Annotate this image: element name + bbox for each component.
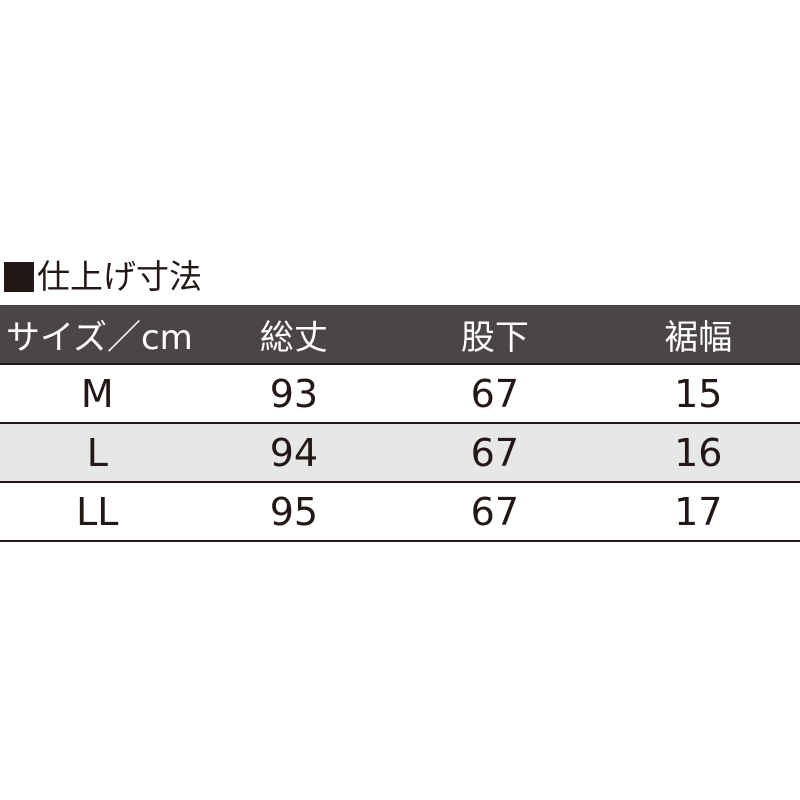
section-title: 仕上げ寸法 <box>4 256 202 298</box>
table-row: L 94 67 16 <box>0 423 800 483</box>
square-bullet-icon <box>4 262 34 292</box>
cell-inseam: 67 <box>393 423 597 483</box>
table-row: LL 95 67 17 <box>0 482 800 542</box>
table-row: M 93 67 15 <box>0 364 800 424</box>
cell-total-length: 94 <box>194 423 394 483</box>
cell-hem-width: 15 <box>596 364 800 424</box>
cell-size: M <box>0 364 195 424</box>
size-table: サイズ／cm 総丈 股下 裾幅 M 93 67 15 L 94 67 16 LL… <box>0 305 800 542</box>
header-size: サイズ／cm <box>0 305 195 365</box>
cell-size: L <box>0 423 195 483</box>
header-inseam: 股下 <box>393 305 597 365</box>
section-title-text: 仕上げ寸法 <box>37 257 202 296</box>
cell-total-length: 95 <box>194 482 394 542</box>
header-total-length: 総丈 <box>194 305 394 365</box>
cell-total-length: 93 <box>194 364 394 424</box>
cell-inseam: 67 <box>393 364 597 424</box>
table-header-row: サイズ／cm 総丈 股下 裾幅 <box>0 305 800 365</box>
header-hem-width: 裾幅 <box>596 305 800 365</box>
cell-hem-width: 17 <box>596 482 800 542</box>
cell-size: LL <box>0 482 195 542</box>
cell-hem-width: 16 <box>596 423 800 483</box>
cell-inseam: 67 <box>393 482 597 542</box>
